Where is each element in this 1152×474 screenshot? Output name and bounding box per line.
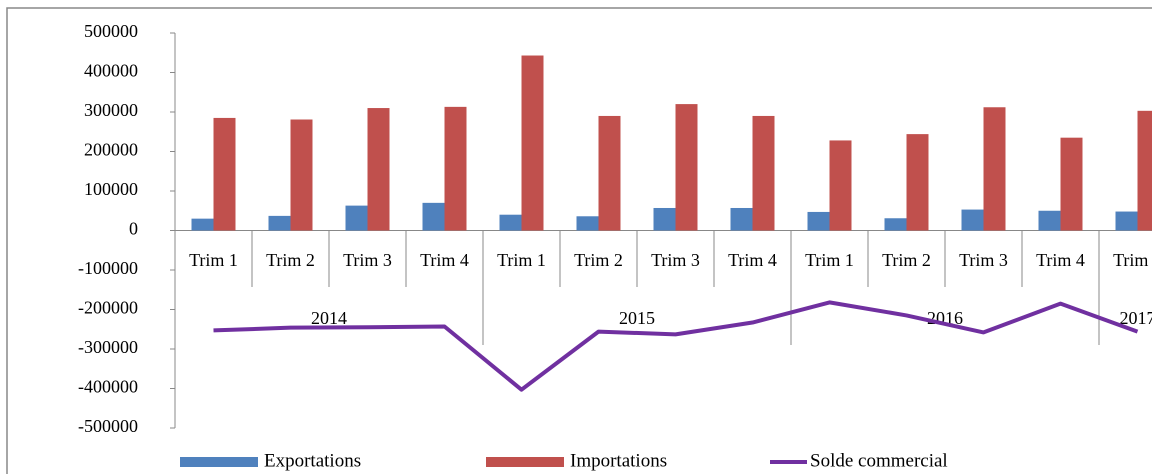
bar [290,119,313,231]
bar [213,117,236,231]
x-tick-label: Trim 4 [420,250,469,270]
y-tick-label: 400000 [84,61,138,81]
y-tick-label: 300000 [84,100,138,120]
x-tick-label: Trim 1 [805,250,854,270]
bar [576,216,599,231]
bar [829,140,852,231]
legend-label: Importations [570,450,667,471]
bar [1137,110,1152,231]
bar [499,214,522,231]
x-tick-label: Trim 2 [574,250,623,270]
chart-border [6,7,1152,474]
y-tick-label: -400000 [78,377,138,397]
y-tick-label: 0 [129,219,138,239]
y-tick-label: 100000 [84,179,138,199]
x-tick-label: Trim 3 [959,250,1008,270]
x-tick-label: Trim 1 [1113,250,1152,270]
x-tick-label: Trim 1 [189,250,238,270]
bar [345,205,368,231]
bar [675,104,698,231]
bar [422,202,445,231]
legend-swatch [486,457,564,467]
bar [191,218,214,231]
legend-label: Exportations [264,450,361,471]
y-tick-label: -300000 [78,337,138,357]
y-tick-label: 500000 [84,21,138,41]
bar [906,134,929,231]
x-group-label: 2017 [1120,308,1152,328]
bar [807,211,830,231]
line [213,300,1139,392]
bar [730,207,753,231]
bar [598,115,621,231]
y-tick-label: -100000 [78,258,138,278]
legend-label: Solde commercial [810,450,948,471]
bar [1115,211,1138,231]
x-group-label: 2015 [619,308,655,328]
bar [983,107,1006,231]
x-tick-label: Trim 1 [497,250,546,270]
bar [961,209,984,231]
x-tick-label: Trim 4 [1036,250,1085,270]
x-group-label: 2014 [311,308,347,328]
bar [653,207,676,231]
x-tick-label: Trim 2 [266,250,315,270]
bar [444,106,467,231]
y-tick-label: -200000 [78,298,138,318]
x-tick-label: Trim 3 [651,250,700,270]
bar [1060,137,1083,231]
bar [884,218,907,231]
x-tick-label: Trim 4 [728,250,777,270]
y-tick-label: 200000 [84,140,138,160]
bar [521,55,544,231]
bar [1038,210,1061,231]
legend-swatch [180,457,258,467]
x-tick-label: Trim 2 [882,250,931,270]
x-tick-label: Trim 3 [343,250,392,270]
bar [367,108,390,231]
y-tick-label: -500000 [78,416,138,436]
bar [268,215,291,231]
bar [752,115,775,231]
